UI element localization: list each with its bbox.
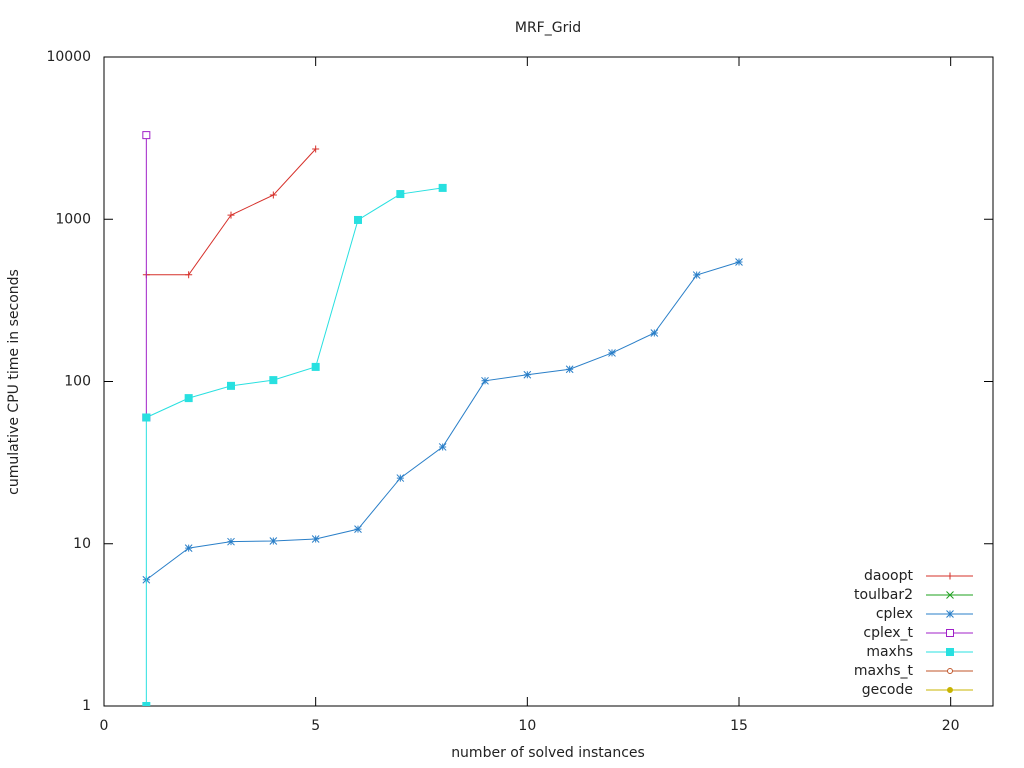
legend-marker <box>946 591 954 599</box>
marker <box>142 413 151 422</box>
marker <box>650 329 659 337</box>
plot-area <box>142 131 743 706</box>
marker <box>269 376 278 385</box>
legend-marker <box>946 648 954 656</box>
legend-marker <box>946 629 954 637</box>
chart-title: MRF_Grid <box>515 20 581 36</box>
marker <box>184 544 193 552</box>
legend-label: cplex <box>876 606 913 622</box>
marker <box>438 443 447 451</box>
marker <box>481 376 489 385</box>
marker <box>396 474 405 482</box>
marker <box>354 215 362 224</box>
legend-marker <box>947 687 953 693</box>
x-tick-label: 0 <box>100 718 109 734</box>
marker <box>184 394 193 403</box>
marker <box>269 537 278 545</box>
marker <box>608 349 616 357</box>
y-tick-label: 10 <box>73 536 91 552</box>
marker <box>312 145 320 153</box>
x-tick-label: 15 <box>730 718 748 734</box>
y-tick-label: 1000 <box>55 211 91 227</box>
x-axis-label: number of solved instances <box>451 745 645 761</box>
marker <box>227 211 235 219</box>
marker <box>523 370 532 379</box>
x-tick-label: 20 <box>942 718 960 734</box>
marker <box>227 381 235 390</box>
legend-marker <box>946 572 954 580</box>
marker <box>396 190 405 199</box>
marker <box>311 535 320 543</box>
marker <box>185 271 193 279</box>
marker <box>311 362 320 371</box>
legend-label: toulbar2 <box>854 587 913 603</box>
legend-marker <box>947 668 953 674</box>
marker <box>735 258 743 266</box>
legend-label: cplex_t <box>863 625 913 641</box>
y-tick-label: 1 <box>82 698 91 714</box>
x-tick-label: 10 <box>518 718 536 734</box>
marker <box>269 191 277 199</box>
legend-label: maxhs_t <box>854 663 914 679</box>
legend-label: daoopt <box>864 568 913 584</box>
marker <box>354 525 362 534</box>
marker <box>692 271 701 279</box>
marker <box>565 365 574 374</box>
marker <box>142 702 151 706</box>
y-tick-label: 10000 <box>46 49 91 65</box>
legend-label: maxhs <box>866 644 913 660</box>
x-tick-label: 5 <box>311 718 320 734</box>
y-axis-label: cumulative CPU time in seconds <box>6 269 22 495</box>
marker <box>142 131 151 140</box>
marker <box>438 183 447 192</box>
y-tick-label: 100 <box>64 374 91 390</box>
legend-marker <box>946 610 954 618</box>
legend-label: gecode <box>862 682 913 698</box>
marker <box>227 537 235 546</box>
